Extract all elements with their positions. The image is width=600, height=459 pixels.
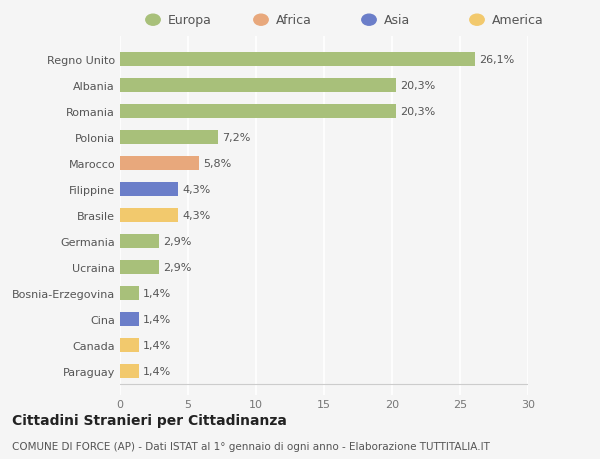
- Text: America: America: [492, 14, 544, 27]
- Text: 1,4%: 1,4%: [143, 289, 172, 298]
- Text: 26,1%: 26,1%: [479, 55, 514, 65]
- Bar: [120, 235, 160, 249]
- Bar: [120, 79, 396, 93]
- Text: 1,4%: 1,4%: [143, 314, 172, 325]
- Text: 4,3%: 4,3%: [182, 211, 211, 221]
- Text: COMUNE DI FORCE (AP) - Dati ISTAT al 1° gennaio di ogni anno - Elaborazione TUTT: COMUNE DI FORCE (AP) - Dati ISTAT al 1° …: [12, 441, 490, 451]
- Text: 2,9%: 2,9%: [164, 263, 192, 273]
- Text: 4,3%: 4,3%: [182, 185, 211, 195]
- Bar: [120, 260, 160, 275]
- Text: 2,9%: 2,9%: [164, 237, 192, 246]
- Text: Africa: Africa: [276, 14, 312, 27]
- Bar: [120, 131, 218, 145]
- Text: 1,4%: 1,4%: [143, 366, 172, 376]
- Bar: [120, 157, 199, 171]
- Text: Cittadini Stranieri per Cittadinanza: Cittadini Stranieri per Cittadinanza: [12, 413, 287, 427]
- Text: 20,3%: 20,3%: [400, 107, 436, 117]
- Text: Europa: Europa: [168, 14, 212, 27]
- Text: 20,3%: 20,3%: [400, 81, 436, 91]
- Text: 5,8%: 5,8%: [203, 159, 231, 169]
- Bar: [120, 338, 139, 353]
- Bar: [120, 105, 396, 119]
- Bar: [120, 53, 475, 67]
- Bar: [120, 312, 139, 327]
- Text: 7,2%: 7,2%: [222, 133, 250, 143]
- Bar: [120, 183, 178, 197]
- Text: Asia: Asia: [384, 14, 410, 27]
- Bar: [120, 286, 139, 301]
- Text: 1,4%: 1,4%: [143, 341, 172, 350]
- Bar: [120, 364, 139, 379]
- Bar: [120, 208, 178, 223]
